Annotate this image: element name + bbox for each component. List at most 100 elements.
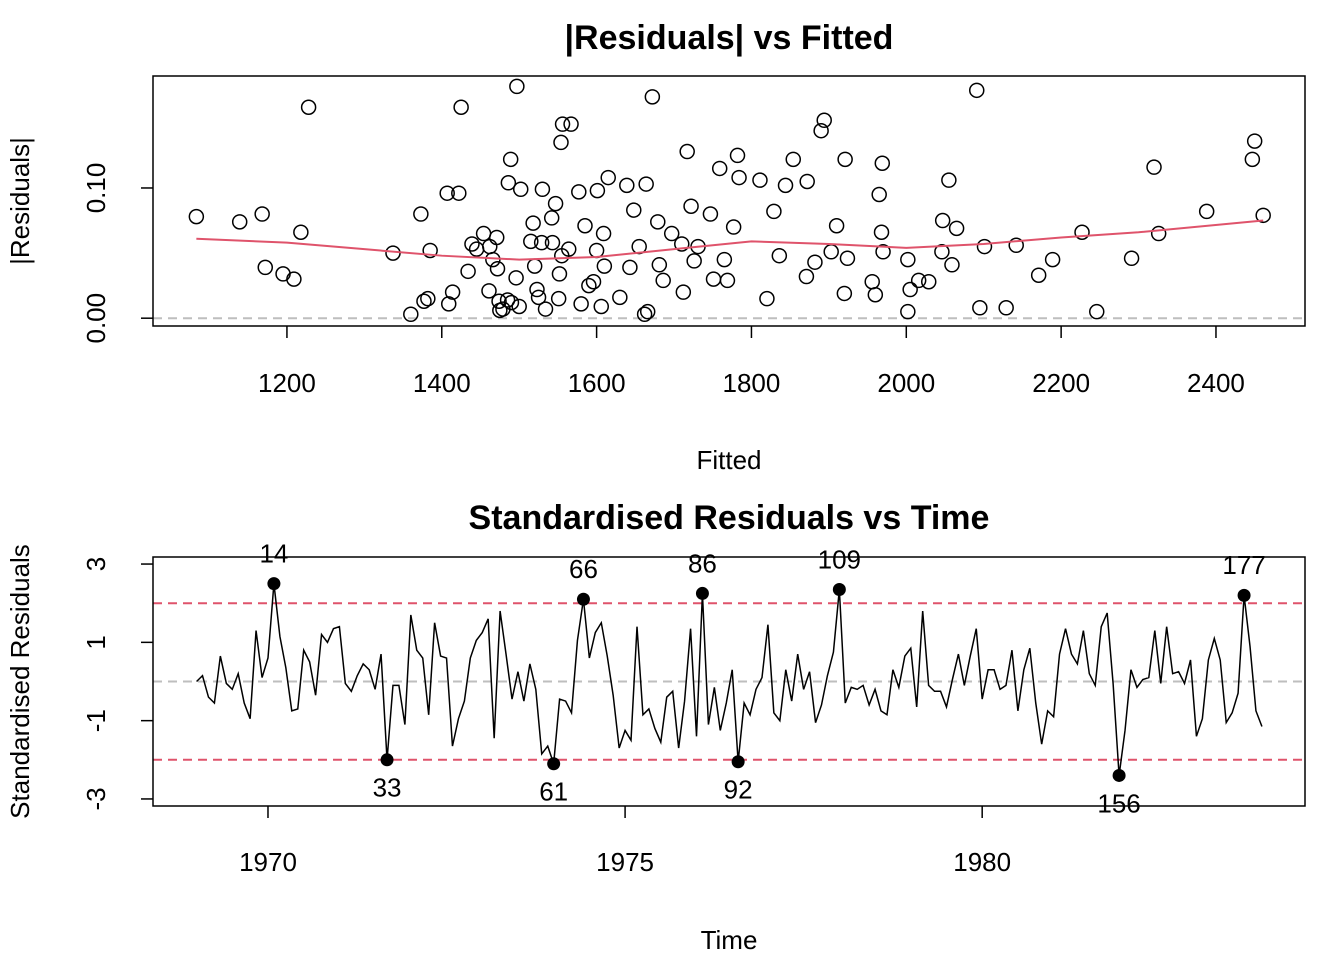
point (588, 242, 605, 259)
x-tick-label: 1400 (413, 368, 471, 398)
outlier-label: 109 (818, 544, 861, 574)
point (799, 173, 815, 190)
x-tick-label: 2000 (877, 368, 935, 398)
outlier-point (731, 755, 745, 769)
point (188, 208, 205, 225)
outlier-label: 33 (373, 773, 402, 803)
residual-line (196, 583, 1263, 776)
outlier-point (267, 577, 281, 591)
point (719, 272, 736, 289)
y-tick-label: 3 (81, 557, 111, 571)
x-tick-label: 1970 (239, 847, 297, 877)
point (257, 259, 274, 276)
chart-title: Standardised Residuals vs Time (469, 499, 990, 537)
point (544, 234, 561, 251)
point (798, 268, 815, 285)
point (663, 225, 680, 242)
outlier-point (1112, 768, 1126, 782)
point (875, 244, 891, 260)
point (998, 300, 1014, 316)
point (944, 257, 960, 273)
outlier-point (380, 753, 394, 767)
point (293, 224, 309, 240)
point (759, 290, 775, 307)
point (864, 273, 880, 290)
point (489, 260, 506, 277)
point (1008, 237, 1024, 254)
y-axis-label: |Residuals| (5, 137, 35, 265)
point (934, 244, 950, 260)
point (300, 99, 317, 115)
point (683, 198, 699, 214)
point (941, 172, 957, 188)
point (771, 247, 788, 264)
outlier-point (576, 592, 590, 606)
point (705, 271, 722, 287)
point (560, 241, 577, 257)
point (1074, 224, 1090, 240)
point (585, 273, 602, 290)
point (902, 281, 918, 298)
point (581, 277, 597, 294)
point (1088, 303, 1105, 320)
point (593, 298, 610, 315)
x-tick-label: 2400 (1187, 368, 1245, 398)
point (729, 147, 746, 164)
point (286, 271, 302, 287)
point (716, 251, 733, 268)
point (655, 272, 671, 289)
plot-frame (152, 75, 1306, 327)
x-axis-label: Fitted (696, 445, 761, 475)
outlier-label: 61 (539, 777, 568, 807)
point (686, 253, 702, 269)
point (499, 292, 516, 308)
point (675, 284, 692, 300)
point (948, 220, 965, 237)
point (1244, 151, 1261, 168)
point (622, 259, 638, 276)
point (530, 289, 547, 306)
point (508, 270, 524, 286)
point (638, 176, 654, 192)
point (600, 169, 616, 186)
point (403, 306, 419, 323)
point (511, 298, 527, 315)
point (571, 184, 587, 200)
point (482, 238, 498, 255)
point (554, 116, 571, 132)
point (823, 244, 839, 260)
outlier-label: 156 (1097, 788, 1140, 818)
point (444, 284, 461, 300)
point (813, 122, 829, 139)
x-axis-label: Time (701, 925, 758, 955)
outlier-point (832, 582, 846, 596)
point (650, 214, 666, 230)
y-tick-label: -3 (81, 787, 111, 810)
point (711, 160, 728, 177)
point (439, 185, 455, 201)
plot-frame (152, 556, 1306, 807)
point (674, 236, 690, 252)
point (679, 143, 695, 160)
point (972, 300, 988, 316)
point (920, 273, 937, 290)
outlier-label: 66 (569, 554, 598, 584)
point (1198, 203, 1215, 220)
x-tick-label: 2200 (1032, 368, 1090, 398)
point (1044, 251, 1061, 268)
point (766, 203, 782, 220)
point (577, 217, 593, 234)
point (1150, 225, 1167, 242)
point (525, 215, 541, 231)
outlier-point (1237, 588, 1251, 602)
point (481, 283, 497, 299)
outlier-label: 177 (1222, 550, 1265, 580)
point (636, 306, 653, 323)
x-tick-label: 1600 (568, 368, 626, 398)
point (619, 177, 635, 194)
point (460, 263, 476, 280)
point (512, 181, 529, 198)
point (1146, 159, 1162, 175)
outlier-label: 14 (259, 538, 288, 568)
